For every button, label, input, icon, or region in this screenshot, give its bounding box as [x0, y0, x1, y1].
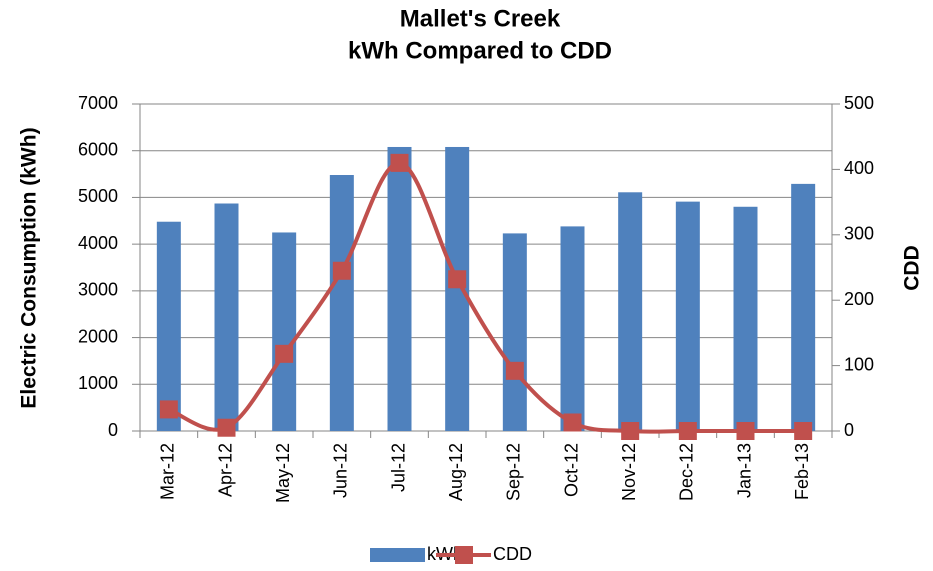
y2-tick-label: 500: [844, 93, 874, 113]
x-tick-label: Jul-12: [388, 443, 408, 492]
marker: [390, 153, 409, 172]
marker: [678, 422, 697, 440]
x-tick-label: Feb-13: [792, 443, 812, 500]
y-tick-label: 7000: [78, 93, 118, 113]
y2-tick-label: 0: [844, 420, 854, 440]
bar: [272, 232, 297, 431]
legend-marker: [455, 546, 473, 564]
x-tick-label: Nov-12: [619, 443, 639, 501]
y2-tick-label: 200: [844, 289, 874, 309]
chart-subtitle: kWh Compared to CDD: [348, 37, 612, 64]
bar: [560, 226, 585, 431]
bar: [618, 192, 643, 431]
bar: [329, 175, 354, 431]
x-tick-label: Apr-12: [215, 443, 235, 497]
marker: [794, 422, 813, 440]
x-tick-label: Aug-12: [446, 443, 466, 501]
marker: [563, 413, 582, 432]
x-tick-label: Dec-12: [677, 443, 697, 501]
bar: [502, 233, 527, 431]
y-axis-label: Electric Consumption (kWh): [18, 127, 41, 408]
marker: [505, 361, 524, 380]
marker: [217, 418, 236, 437]
bar: [791, 183, 816, 431]
marker: [159, 400, 178, 419]
bar: [156, 221, 181, 431]
y-tick-label: 1000: [78, 373, 118, 393]
line: [168, 160, 804, 434]
x-tick-label: Jun-12: [331, 443, 351, 498]
bar: [445, 146, 470, 431]
y-tick-label: 2000: [78, 326, 118, 346]
marker: [621, 422, 640, 440]
y2-axis-label: CDD: [901, 245, 924, 291]
marker: [275, 344, 294, 363]
legend-label: CDD: [493, 544, 532, 564]
chart-title: Mallet's Creek: [400, 5, 561, 32]
x-tick-label: May-12: [273, 443, 293, 503]
x-tick-label: Sep-12: [504, 443, 524, 501]
bar: [675, 201, 700, 431]
bar: [733, 206, 758, 431]
bar: [387, 146, 412, 431]
y-tick-label: 4000: [78, 233, 118, 253]
y2-tick-label: 400: [844, 158, 874, 178]
marker: [332, 261, 351, 280]
y2-tick-label: 100: [844, 354, 874, 374]
y2-tick-label: 300: [844, 224, 874, 244]
y-tick-label: 3000: [78, 280, 118, 300]
y-tick-label: 6000: [78, 139, 118, 159]
x-tick-label: Oct-12: [561, 443, 581, 497]
legend-swatch: [370, 548, 425, 562]
y-tick-label: 0: [108, 420, 118, 440]
bar: [214, 203, 239, 431]
y-tick-label: 5000: [78, 186, 118, 206]
marker: [448, 270, 467, 289]
x-tick-label: Mar-12: [158, 443, 178, 500]
x-tick-label: Jan-13: [734, 443, 754, 498]
marker: [736, 422, 755, 440]
